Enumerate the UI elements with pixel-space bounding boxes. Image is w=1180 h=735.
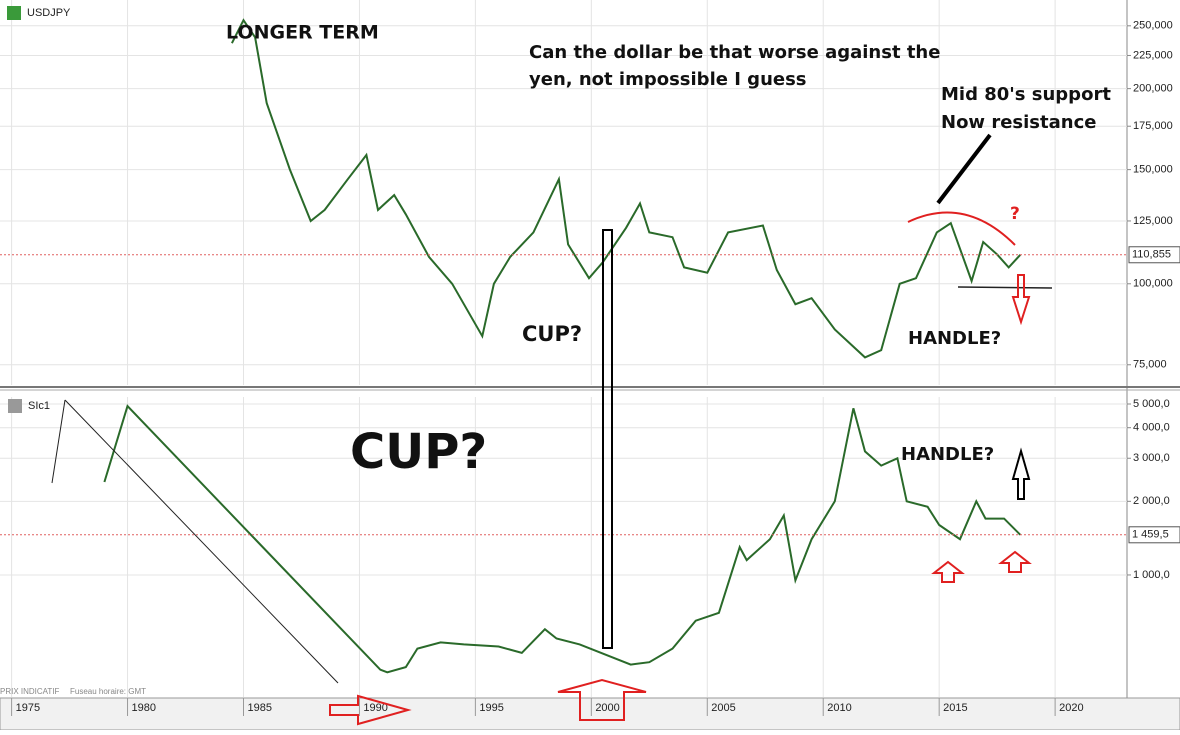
annotation: ? — [1010, 204, 1020, 224]
annotation: LONGER TERM — [226, 22, 379, 44]
last-price-box — [1128, 246, 1180, 264]
x-tick-label: 2005 — [711, 702, 735, 714]
x-tick-label: 1995 — [479, 702, 503, 714]
price-line — [103, 404, 1022, 674]
annotation: Can the dollar be that worse against the — [529, 42, 940, 63]
plot-layer: 1975 1980 1985 1990 1995 2000 2005 2010 2015 2020… — [0, 0, 1180, 716]
x-tick-label: 2015 — [943, 702, 967, 714]
y-tick-label: 200,000 — [1133, 83, 1173, 95]
support-line — [957, 286, 1053, 289]
annotation: CUP? — [522, 322, 582, 346]
up-arrow — [557, 678, 647, 721]
cup-bar — [602, 229, 613, 649]
y-tick-label: 100,000 — [1133, 278, 1173, 290]
y-tick-label: 150,000 — [1133, 164, 1173, 176]
x-tick-label: 1975 — [16, 702, 40, 714]
resistance-arc — [907, 211, 1016, 246]
y-tick-label: 125,000 — [1133, 215, 1173, 227]
x-tick-label: 2000 — [595, 702, 619, 714]
x-tick-label: 1990 — [363, 702, 387, 714]
last-price-label: 110,855 — [1132, 249, 1171, 261]
y-tick-label: 250,000 — [1133, 20, 1173, 32]
last-price-label: 1 459,5 — [1132, 529, 1169, 541]
up-arrow — [998, 550, 1032, 573]
y-tick-label: 2 000,0 — [1133, 495, 1170, 507]
trend-line — [51, 399, 66, 484]
x-tick-label: 1985 — [247, 702, 271, 714]
down-arrow — [1011, 274, 1031, 326]
x-tick-label: 2020 — [1059, 702, 1083, 714]
annotation: CUP? — [350, 424, 487, 480]
x-tick-label: 2010 — [827, 702, 851, 714]
annotation: HANDLE? — [901, 444, 994, 465]
price-line — [231, 18, 1022, 359]
x-axis-bar — [0, 697, 1180, 731]
annotation: HANDLE? — [908, 328, 1001, 349]
annotation: yen, not impossible I guess — [529, 69, 807, 90]
y-tick-label: 3 000,0 — [1133, 452, 1170, 464]
y-tick-label: 75,000 — [1133, 359, 1167, 371]
trend-line — [64, 399, 339, 684]
annotation: Mid 80's support — [941, 84, 1111, 105]
y-tick-label: 5 000,0 — [1133, 398, 1170, 410]
right-arrow — [329, 694, 412, 726]
footer-note: PRIX INDICATIF — [0, 687, 60, 696]
x-tick-label: 1980 — [132, 702, 156, 714]
pointer-line — [936, 133, 992, 205]
up-arrow — [931, 560, 965, 583]
symbol-title[interactable]: SIc1 — [28, 400, 50, 412]
y-tick-label: 4 000,0 — [1133, 422, 1170, 434]
y-tick-label: 1 000,0 — [1133, 569, 1170, 581]
up-arrow — [1011, 447, 1031, 500]
y-tick-label: 225,000 — [1133, 49, 1173, 61]
footer-note: Fuseau horaire: GMT — [70, 687, 146, 696]
symbol-badge[interactable] — [8, 399, 22, 413]
symbol-title[interactable]: USDJPY — [27, 7, 71, 19]
y-tick-label: 175,000 — [1133, 120, 1173, 132]
symbol-badge[interactable] — [7, 6, 21, 20]
annotation: Now resistance — [941, 112, 1096, 133]
last-price-box — [1128, 526, 1180, 544]
